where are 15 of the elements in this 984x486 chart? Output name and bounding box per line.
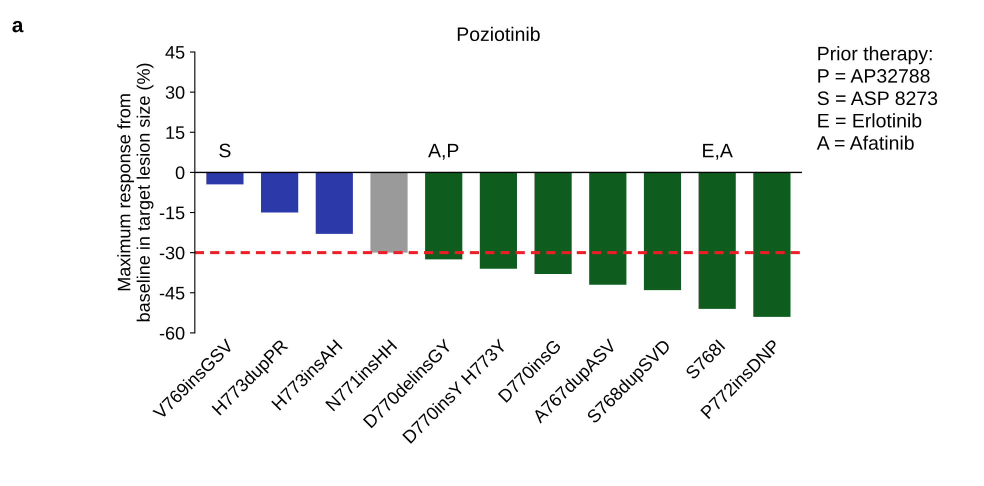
y-tick-label: -60: [160, 326, 184, 340]
y-tick-label: 30: [166, 86, 184, 99]
annotation: A,P: [428, 144, 458, 160]
y-tick-label: 45: [165, 46, 184, 59]
text: Prior therapy: P = AP32788 S = ASP 8273 E = Erlotinib A = Afatinib: [816, 46, 938, 150]
chart-title: Poziotinib: [458, 26, 540, 42]
y-tick-label: -15: [160, 206, 184, 220]
y-tick-label: -45: [160, 286, 184, 300]
y-tick-label: -30: [160, 246, 184, 260]
y-tick-label: 0: [176, 166, 184, 180]
text: a: [12, 20, 24, 32]
y-axis-title: Maximum response from baseline in target lesion size (%): [117, 64, 154, 322]
annotation: S: [219, 144, 231, 158]
annotation: E,A: [703, 144, 733, 160]
y-tick-label: 15: [166, 126, 184, 139]
